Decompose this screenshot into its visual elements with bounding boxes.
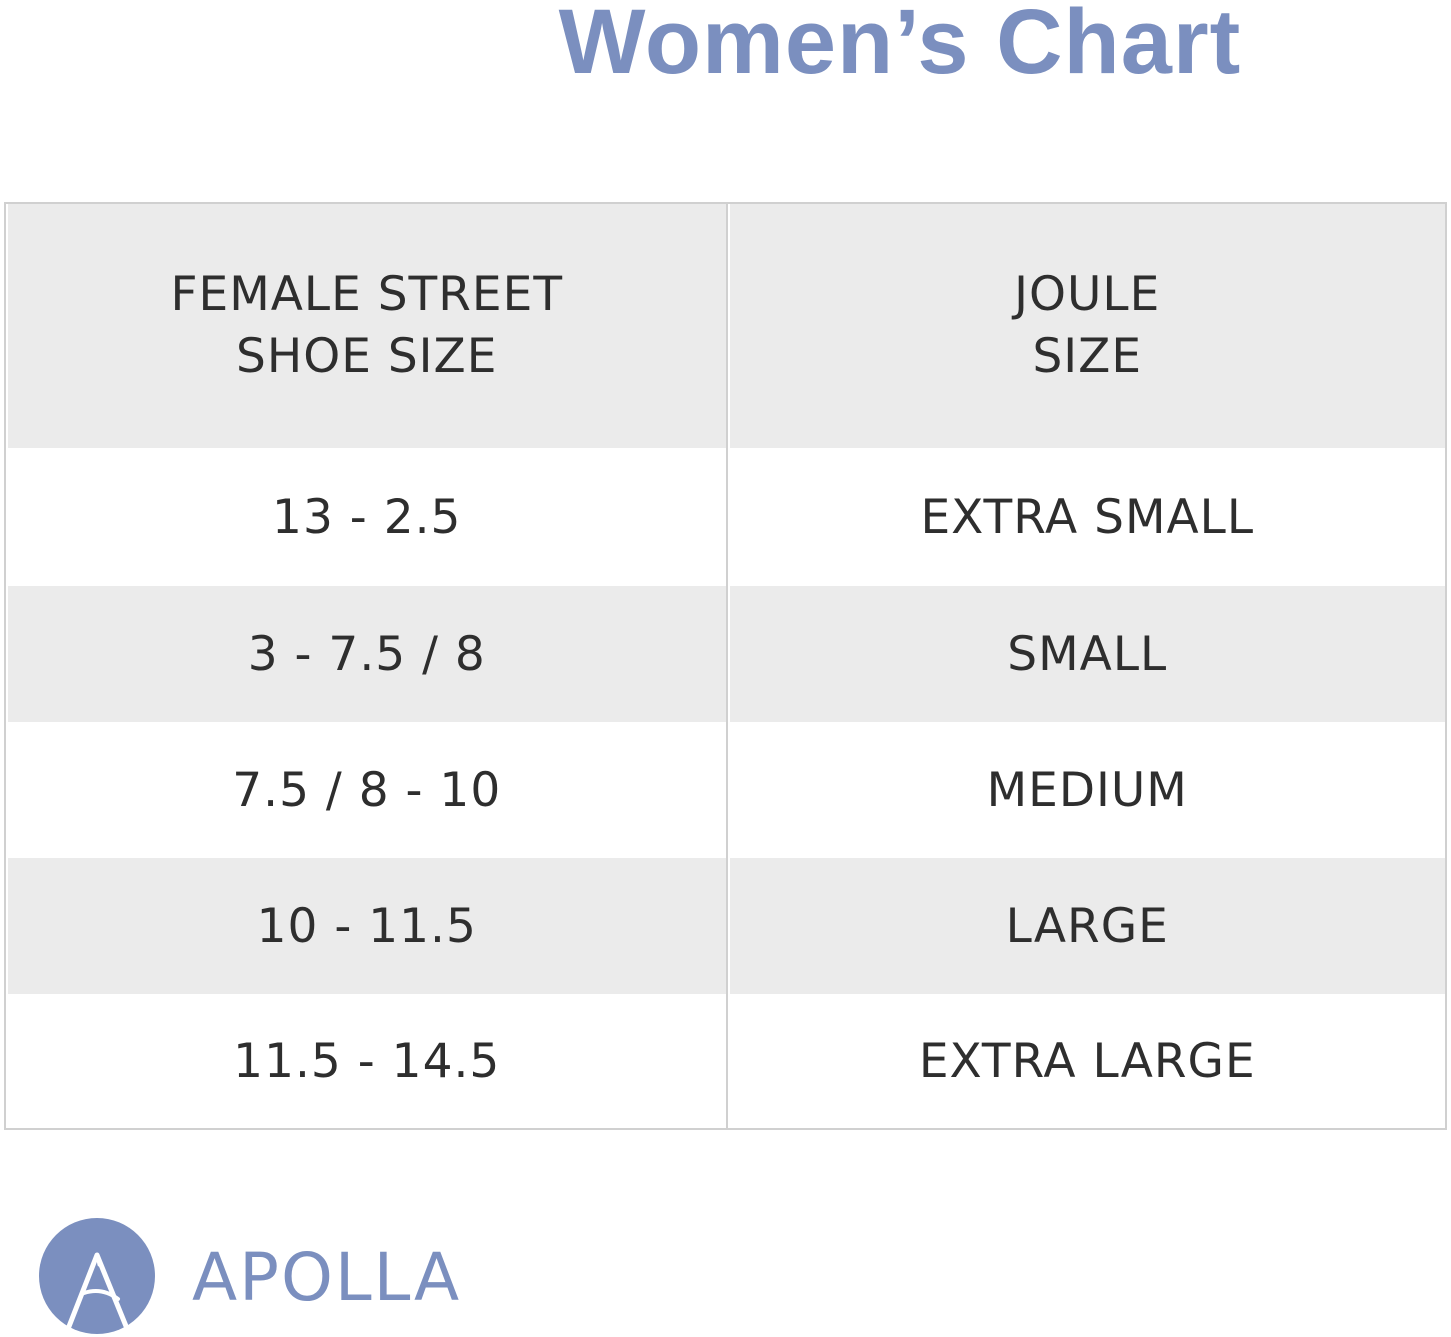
joule-size-cell: EXTRA LARGE [918, 1033, 1256, 1089]
table-row: 7.5 / 8 - 10 MEDIUM [6, 722, 1445, 858]
size-chart-table: FEMALE STREET SHOE SIZE JOULE SIZE 13 - … [4, 202, 1447, 1130]
table-row: 3 - 7.5 / 8 SMALL [6, 586, 1445, 722]
page-title: Women’s Chart [558, 0, 1242, 93]
table-row: 11.5 - 14.5 EXTRA LARGE [6, 994, 1445, 1128]
joule-size-cell: MEDIUM [986, 762, 1188, 818]
shoe-size-cell: 3 - 7.5 / 8 [8, 586, 726, 722]
header-left-line-2: SHOE SIZE [236, 329, 498, 384]
joule-size-cell: EXTRA SMALL [920, 489, 1255, 545]
shoe-size-cell: 11.5 - 14.5 [233, 1033, 501, 1089]
shoe-size-cell: 7.5 / 8 - 10 [232, 762, 502, 818]
table-header-row: FEMALE STREET SHOE SIZE JOULE SIZE [6, 204, 1445, 448]
table-row: 13 - 2.5 EXTRA SMALL [6, 448, 1445, 586]
apolla-a-logo-icon [39, 1218, 155, 1334]
table-row: 10 - 11.5 LARGE [6, 858, 1445, 994]
shoe-size-cell: 13 - 2.5 [272, 489, 462, 545]
header-right-line-1: JOULE [1014, 267, 1161, 322]
header-joule-size: JOULE SIZE [729, 204, 1445, 448]
header-left-line-1: FEMALE STREET [170, 267, 564, 322]
shoe-size-cell: 10 - 11.5 [8, 858, 726, 994]
joule-size-cell: LARGE [729, 858, 1445, 994]
header-female-street-shoe-size: FEMALE STREET SHOE SIZE [8, 204, 726, 448]
column-divider [726, 204, 728, 1128]
header-right-line-2: SIZE [1032, 329, 1143, 384]
joule-size-cell: SMALL [729, 586, 1445, 722]
brand-name: APOLLA [192, 1239, 462, 1316]
